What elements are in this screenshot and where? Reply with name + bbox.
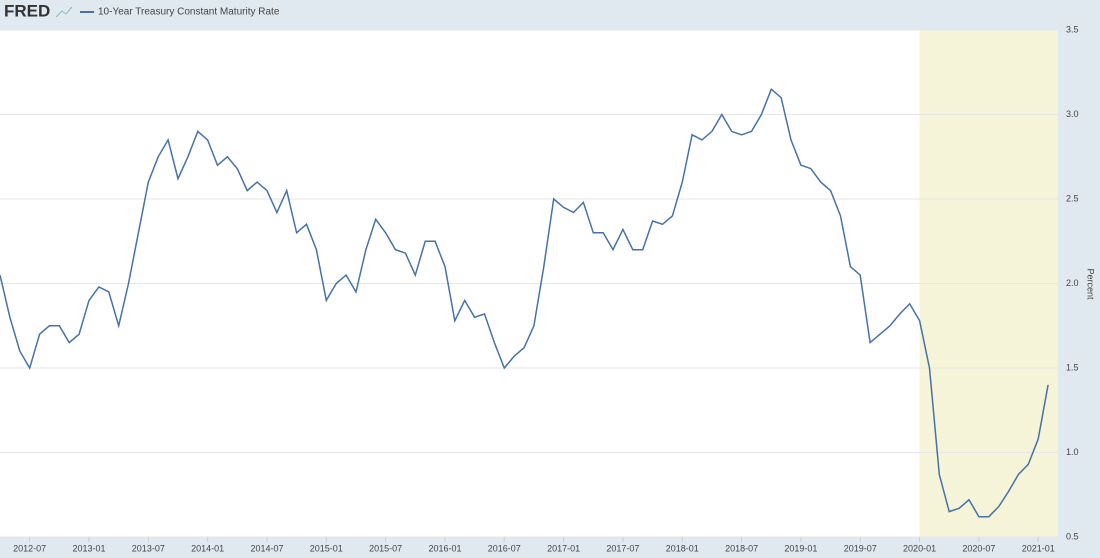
y-tick-label: 0.5 — [1066, 531, 1079, 541]
y-tick-label: 3.0 — [1066, 109, 1079, 119]
x-tick-label: 2015-07 — [369, 543, 402, 553]
x-tick-label: 2014-07 — [250, 543, 283, 553]
y-tick-label: 1.0 — [1066, 447, 1079, 457]
x-tick-label: 2017-07 — [606, 543, 639, 553]
x-tick-label: 2013-07 — [132, 543, 165, 553]
logo-icon — [55, 6, 73, 18]
x-tick-label: 2016-07 — [488, 543, 521, 553]
x-tick-label: 2013-01 — [72, 543, 105, 553]
x-tick-label: 2016-01 — [428, 543, 461, 553]
x-tick-label: 2017-01 — [547, 543, 580, 553]
x-tick-label: 2020-07 — [962, 543, 995, 553]
y-tick-label: 1.5 — [1066, 362, 1079, 372]
x-tick-label: 2012-07 — [13, 543, 46, 553]
x-tick-label: 2014-01 — [191, 543, 224, 553]
y-tick-label: 3.5 — [1066, 24, 1079, 34]
x-tick-label: 2019-01 — [784, 543, 817, 553]
data-line — [0, 87, 1049, 518]
y-tick-label: 2.5 — [1066, 193, 1079, 203]
legend-label[interactable]: 10-Year Treasury Constant Maturity Rate — [98, 7, 280, 18]
logo: FRED — [4, 1, 50, 20]
x-tick-label: 2019-07 — [844, 543, 877, 553]
y-tick-label: 2.0 — [1066, 278, 1079, 288]
x-tick-label: 2015-01 — [310, 543, 343, 553]
x-tick-label: 2020-01 — [903, 543, 936, 553]
x-tick-label: 2018-07 — [725, 543, 758, 553]
x-tick-label: 2018-01 — [666, 543, 699, 553]
x-tick-label: 2021-01 — [1022, 543, 1055, 553]
y-axis-label: Percent — [1086, 268, 1096, 300]
